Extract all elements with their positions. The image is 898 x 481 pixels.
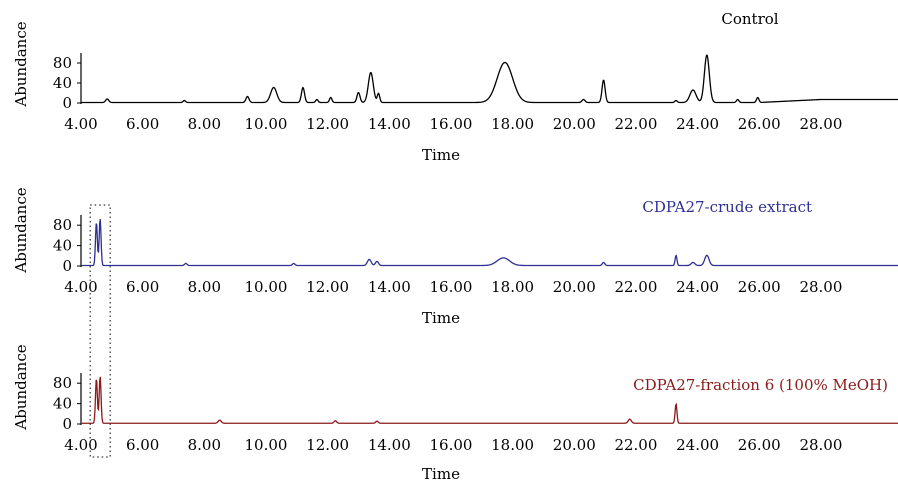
y-axis-title: Abundance bbox=[12, 21, 30, 107]
y-tick-label: 40 bbox=[53, 237, 72, 255]
x-tick-label: 26.00 bbox=[738, 278, 781, 296]
x-tick-label: 12.00 bbox=[306, 115, 349, 133]
x-tick-label: 4.00 bbox=[64, 278, 97, 296]
x-tick-label: 20.00 bbox=[553, 115, 596, 133]
chromatogram-panel-2: 0 40 80 Abundance 4.00 6.00 8.00 10.00 12.00 14.0… bbox=[12, 187, 898, 327]
x-tick-label: 28.00 bbox=[799, 436, 842, 454]
x-tick-label: 28.00 bbox=[799, 278, 842, 296]
y-tick-label: 40 bbox=[53, 74, 72, 92]
x-tick-label: 14.00 bbox=[368, 436, 411, 454]
x-axis-title: Time bbox=[422, 309, 460, 327]
x-tick-label: 10.00 bbox=[245, 436, 288, 454]
x-tick-label: 6.00 bbox=[126, 436, 159, 454]
x-axis-title: Time bbox=[422, 465, 460, 481]
panel-title: CDPA27-fraction 6 (100% MeOH) bbox=[633, 376, 888, 394]
x-tick-label: 12.00 bbox=[306, 278, 349, 296]
chromatogram-panel-1: 0 40 80 Abundance 4.00 6.00 8.00 10.00 12.00 14.0… bbox=[12, 10, 898, 164]
x-tick-label: 26.00 bbox=[738, 436, 781, 454]
x-tick-label: 8.00 bbox=[188, 115, 221, 133]
x-tick-label: 18.00 bbox=[491, 278, 534, 296]
x-tick-label: 16.00 bbox=[429, 278, 472, 296]
x-tick-label: 4.00 bbox=[64, 436, 97, 454]
x-tick-label: 22.00 bbox=[614, 278, 657, 296]
x-tick-label: 6.00 bbox=[126, 278, 159, 296]
y-tick-label: 80 bbox=[53, 216, 72, 234]
x-tick-label: 6.00 bbox=[126, 115, 159, 133]
y-axis-title: Abundance bbox=[12, 187, 30, 273]
y-tick-label: 0 bbox=[62, 257, 72, 275]
chromatogram-panel-3: 0 40 80 Abundance 4.00 6.00 8.00 10.00 12.00 14.0… bbox=[12, 344, 898, 481]
x-tick-label: 10.00 bbox=[245, 115, 288, 133]
x-tick-label: 8.00 bbox=[188, 436, 221, 454]
x-tick-label: 22.00 bbox=[614, 436, 657, 454]
panel-title: Control bbox=[721, 10, 778, 28]
panel-title: CDPA27-crude extract bbox=[642, 198, 812, 216]
y-tick-label: 0 bbox=[62, 94, 72, 112]
x-tick-label: 22.00 bbox=[614, 115, 657, 133]
x-tick-label: 20.00 bbox=[553, 436, 596, 454]
x-tick-label: 18.00 bbox=[491, 115, 534, 133]
x-tick-label: 24.00 bbox=[676, 115, 719, 133]
highlight-box bbox=[89, 204, 111, 458]
x-tick-label: 14.00 bbox=[368, 115, 411, 133]
x-tick-label: 10.00 bbox=[245, 278, 288, 296]
series-trace bbox=[81, 54, 898, 104]
x-tick-label: 16.00 bbox=[429, 436, 472, 454]
y-tick-label: 40 bbox=[53, 395, 72, 413]
x-tick-label: 12.00 bbox=[306, 436, 349, 454]
x-tick-label: 28.00 bbox=[799, 115, 842, 133]
x-tick-label: 26.00 bbox=[738, 115, 781, 133]
series-trace bbox=[81, 219, 898, 267]
x-tick-label: 8.00 bbox=[188, 278, 221, 296]
y-tick-label: 80 bbox=[53, 374, 72, 392]
x-tick-label: 18.00 bbox=[491, 436, 534, 454]
x-tick-label: 14.00 bbox=[368, 278, 411, 296]
x-tick-label: 24.00 bbox=[676, 278, 719, 296]
y-tick-label: 0 bbox=[62, 415, 72, 433]
series-trace bbox=[81, 376, 898, 424]
x-tick-label: 24.00 bbox=[676, 436, 719, 454]
x-axis-title: Time bbox=[422, 146, 460, 164]
y-tick-label: 80 bbox=[53, 54, 72, 72]
x-tick-label: 16.00 bbox=[429, 115, 472, 133]
x-tick-label: 20.00 bbox=[553, 278, 596, 296]
x-tick-label: 4.00 bbox=[64, 115, 97, 133]
y-axis-title: Abundance bbox=[12, 344, 30, 430]
